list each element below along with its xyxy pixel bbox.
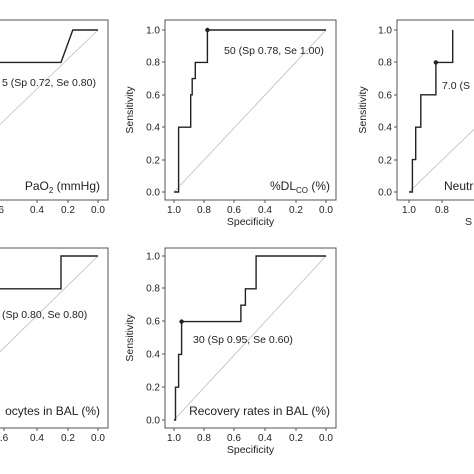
- roc-panel-3: 1.0 0.8 0.0 0.2 0.4 0.6 0.8 1.0 S Sensitivity Neut…: [357, 19, 474, 228]
- roc-curve: [174, 255, 326, 421]
- panel-title: Neutro: [444, 179, 474, 193]
- y-tick-label: 0.6: [146, 317, 160, 328]
- cutoff-annotation: 5 (Sp 0.72, Se 0.80): [2, 77, 96, 89]
- roc-curve: [174, 29, 326, 193]
- x-axis-label: Specificity: [227, 216, 275, 228]
- y-tick-label: 0.2: [146, 383, 160, 394]
- roc-panel-1: 0.6 0.4 0.2 0.0 PaO2 (mmHg) 5 (Sp 0.72, Se 0.…: [0, 19, 109, 216]
- panel-title: %DLCO (%): [270, 179, 330, 195]
- y-tick-label: 1.0: [146, 26, 160, 37]
- x-tick-label: 0.2: [61, 433, 75, 444]
- plot-frame: [0, 19, 109, 201]
- panel-title: Recovery rates in BAL (%): [189, 404, 330, 418]
- roc-panel-5: 1.0 0.8 0.6 0.4 0.2 0.0 0.0 0.2 0.4 0.6 0.8 1.0 Spec…: [124, 247, 337, 456]
- y-tick-label: 0.2: [378, 156, 392, 167]
- y-tick-label: 1.0: [146, 252, 160, 263]
- x-tick-label: .6: [0, 433, 9, 444]
- x-tick-label: 0.8: [435, 205, 449, 216]
- x-tick-label: 0.4: [30, 205, 44, 216]
- x-tick-label: 0.0: [91, 433, 105, 444]
- roc-curve: [409, 30, 454, 193]
- x-tick-label: 0.2: [289, 205, 303, 216]
- x-tick-label: 1.0: [402, 205, 416, 216]
- x-tick-label: 1.0: [167, 205, 181, 216]
- y-tick-label: 0.4: [146, 350, 160, 361]
- panel-title: PaO2 (mmHg): [25, 179, 100, 195]
- y-tick-label: 0.0: [146, 416, 160, 427]
- cutoff-point: [205, 27, 210, 33]
- x-tick-label: 1.0: [167, 433, 181, 444]
- panel-title: ocytes in BAL (%): [5, 404, 100, 418]
- x-tick-label: 0.6: [0, 205, 4, 216]
- x-tick-label: 0.2: [289, 433, 303, 444]
- x-tick-label: 0.0: [91, 205, 105, 216]
- roc-curve: [0, 29, 98, 64]
- y-tick-label: 1.0: [378, 26, 392, 37]
- y-axis-label: Sensitivity: [124, 86, 136, 134]
- y-tick-label: 0.8: [146, 58, 160, 69]
- x-tick-label: 0.0: [319, 205, 333, 216]
- x-tick-label: 0.4: [258, 205, 272, 216]
- x-tick-label: 0.0: [319, 433, 333, 444]
- y-tick-label: 0.8: [378, 58, 392, 69]
- reference-line: [408, 128, 474, 193]
- y-tick-label: 0.4: [146, 123, 160, 134]
- x-tick-label: 0.4: [30, 433, 44, 444]
- y-tick-label: 0.6: [378, 91, 392, 102]
- x-tick-label: 0.2: [61, 205, 75, 216]
- x-tick-label: 0.8: [197, 433, 211, 444]
- cutoff-annotation: 30 (Sp 0.95, Se 0.60): [193, 334, 293, 346]
- cutoff-annotation: (Sp 0.80, Se 0.80): [2, 309, 87, 321]
- cutoff-point: [433, 60, 439, 65]
- x-tick-label: 0.6: [227, 433, 241, 444]
- reference-line: [173, 255, 327, 421]
- plot-frame: [396, 19, 474, 201]
- x-tick-label: 0.8: [197, 205, 211, 216]
- y-tick-label: 0.6: [146, 91, 160, 102]
- x-axis-label: S: [465, 216, 472, 228]
- cutoff-annotation: 7.0 (S: [442, 80, 470, 92]
- y-tick-label: 0.2: [146, 156, 160, 167]
- plot-frame: [0, 247, 109, 429]
- reference-line: [173, 29, 327, 193]
- cutoff-annotation: 50 (Sp 0.78, Se 1.00): [224, 45, 324, 57]
- x-tick-label: 0.4: [258, 433, 272, 444]
- y-axis-label: Sensitivity: [124, 314, 136, 362]
- reference-line: [0, 255, 99, 353]
- cutoff-point: [179, 319, 184, 324]
- y-tick-label: 0.8: [146, 284, 160, 295]
- reference-line: [0, 29, 99, 126]
- y-tick-label: 0.0: [378, 188, 392, 199]
- y-axis-label: Sensitivity: [357, 86, 369, 134]
- x-tick-label: 0.6: [227, 205, 241, 216]
- roc-panel-2: 1.0 0.8 0.6 0.4 0.2 0.0 0.0 0.2 0.4 0.6 0.8 1.0 Spec…: [124, 19, 337, 228]
- x-axis-label: Specificity: [227, 444, 275, 456]
- roc-panels: 0.6 0.4 0.2 0.0 PaO2 (mmHg) 5 (Sp 0.72, Se 0.…: [0, 19, 474, 456]
- roc-panel-4: .6 0.4 0.2 0.0 ocytes in BAL (%) (Sp 0.80, Se…: [0, 247, 109, 444]
- roc-curve: [0, 255, 98, 290]
- y-tick-label: 0.4: [378, 123, 392, 134]
- plot-frame: [164, 19, 337, 201]
- y-tick-label: 0.0: [146, 188, 160, 199]
- plot-frame: [164, 247, 337, 429]
